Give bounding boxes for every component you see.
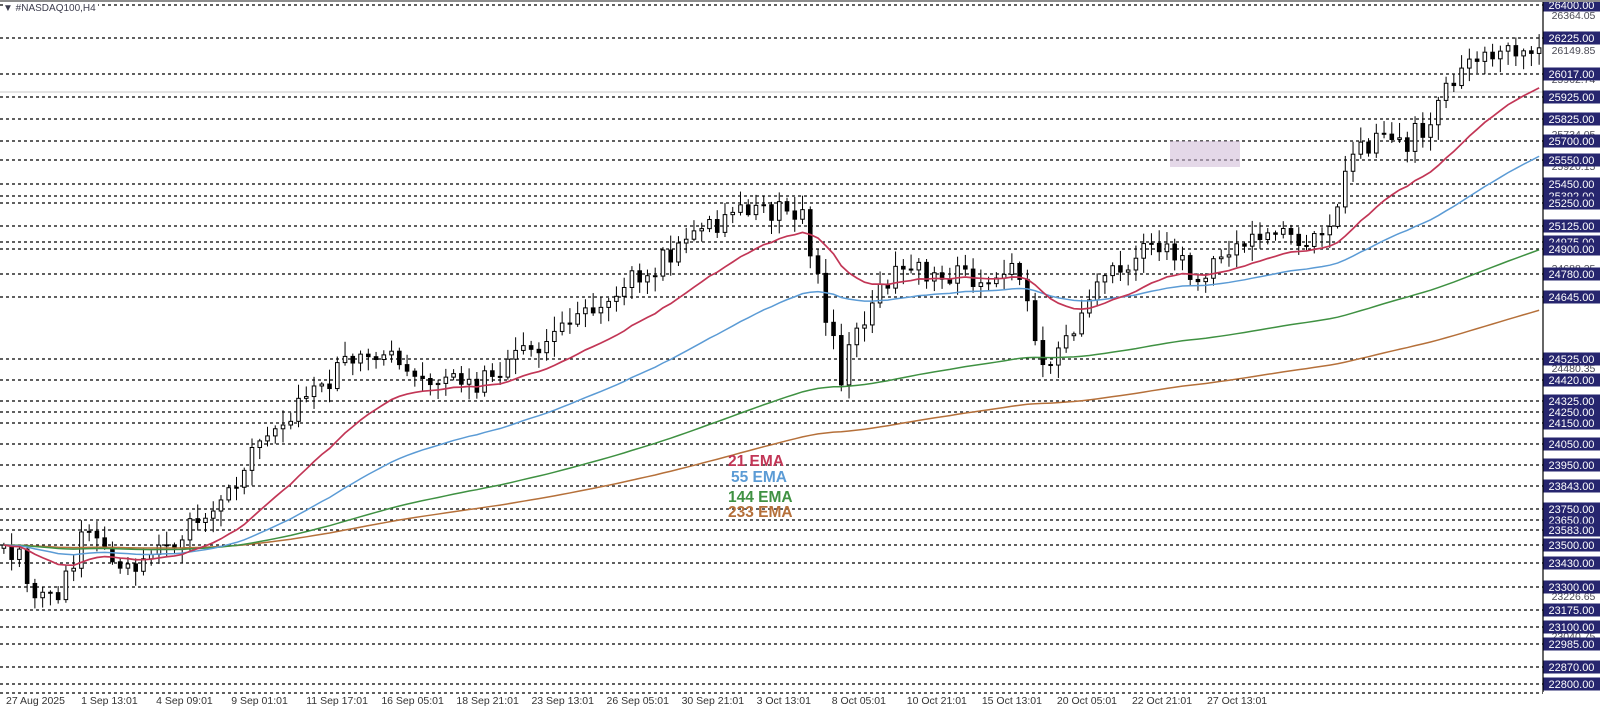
svg-text:23500.00: 23500.00 bbox=[1549, 540, 1595, 552]
svg-text:22985.00: 22985.00 bbox=[1549, 639, 1595, 651]
svg-text:22 Oct 21:01: 22 Oct 21:01 bbox=[1132, 695, 1192, 707]
svg-text:27 Aug 2025: 27 Aug 2025 bbox=[6, 695, 65, 707]
svg-text:26 Sep 05:01: 26 Sep 05:01 bbox=[607, 695, 670, 707]
svg-text:233 EMA: 233 EMA bbox=[728, 504, 793, 521]
svg-text:26149.85: 26149.85 bbox=[1552, 45, 1596, 57]
svg-text:24900.00: 24900.00 bbox=[1549, 244, 1595, 256]
svg-text:22870.00: 22870.00 bbox=[1549, 662, 1595, 674]
svg-text:25825.00: 25825.00 bbox=[1549, 114, 1595, 126]
svg-text:27 Oct 13:01: 27 Oct 13:01 bbox=[1207, 695, 1267, 707]
svg-text:22800.00: 22800.00 bbox=[1549, 679, 1595, 691]
svg-text:24050.00: 24050.00 bbox=[1549, 439, 1595, 451]
svg-text:55 EMA: 55 EMA bbox=[731, 469, 787, 486]
svg-text:18 Sep 21:01: 18 Sep 21:01 bbox=[456, 695, 519, 707]
svg-text:23583.00: 23583.00 bbox=[1549, 525, 1595, 537]
svg-text:3 Oct 13:01: 3 Oct 13:01 bbox=[757, 695, 811, 707]
svg-text:24420.00: 24420.00 bbox=[1549, 375, 1595, 387]
svg-text:1 Sep 13:01: 1 Sep 13:01 bbox=[81, 695, 138, 707]
svg-text:9 Sep 01:01: 9 Sep 01:01 bbox=[231, 695, 288, 707]
svg-text:23 Sep 13:01: 23 Sep 13:01 bbox=[531, 695, 594, 707]
svg-text:26017.00: 26017.00 bbox=[1549, 69, 1595, 81]
svg-text:24150.00: 24150.00 bbox=[1549, 418, 1595, 430]
svg-text:24780.00: 24780.00 bbox=[1549, 269, 1595, 281]
svg-text:25700.00: 25700.00 bbox=[1549, 136, 1595, 148]
svg-text:23300.00: 23300.00 bbox=[1549, 582, 1595, 594]
svg-text:24645.00: 24645.00 bbox=[1549, 292, 1595, 304]
svg-text:16 Sep 05:01: 16 Sep 05:01 bbox=[381, 695, 444, 707]
svg-text:26225.00: 26225.00 bbox=[1549, 33, 1595, 45]
svg-text:24525.00: 24525.00 bbox=[1549, 354, 1595, 366]
svg-text:11 Sep 17:01: 11 Sep 17:01 bbox=[306, 695, 368, 707]
svg-text:30 Sep 21:01: 30 Sep 21:01 bbox=[682, 695, 745, 707]
svg-text:20 Oct 05:01: 20 Oct 05:01 bbox=[1057, 695, 1117, 707]
svg-text:4 Sep 09:01: 4 Sep 09:01 bbox=[156, 695, 213, 707]
svg-text:23430.00: 23430.00 bbox=[1549, 558, 1595, 570]
svg-text:15 Oct 13:01: 15 Oct 13:01 bbox=[982, 695, 1042, 707]
svg-text:23100.00: 23100.00 bbox=[1549, 622, 1595, 634]
svg-text:25450.00: 25450.00 bbox=[1549, 179, 1595, 191]
svg-text:8 Oct 05:01: 8 Oct 05:01 bbox=[832, 695, 886, 707]
svg-text:23843.00: 23843.00 bbox=[1549, 481, 1595, 493]
svg-text:25925.00: 25925.00 bbox=[1549, 92, 1595, 104]
svg-text:25125.00: 25125.00 bbox=[1549, 221, 1595, 233]
svg-text:23950.00: 23950.00 bbox=[1549, 460, 1595, 472]
svg-text:10 Oct 21:01: 10 Oct 21:01 bbox=[907, 695, 967, 707]
svg-text:25250.00: 25250.00 bbox=[1549, 198, 1595, 210]
svg-text:21 EMA: 21 EMA bbox=[728, 453, 784, 470]
svg-text:25550.00: 25550.00 bbox=[1549, 155, 1595, 167]
svg-text:23175.00: 23175.00 bbox=[1549, 605, 1595, 617]
